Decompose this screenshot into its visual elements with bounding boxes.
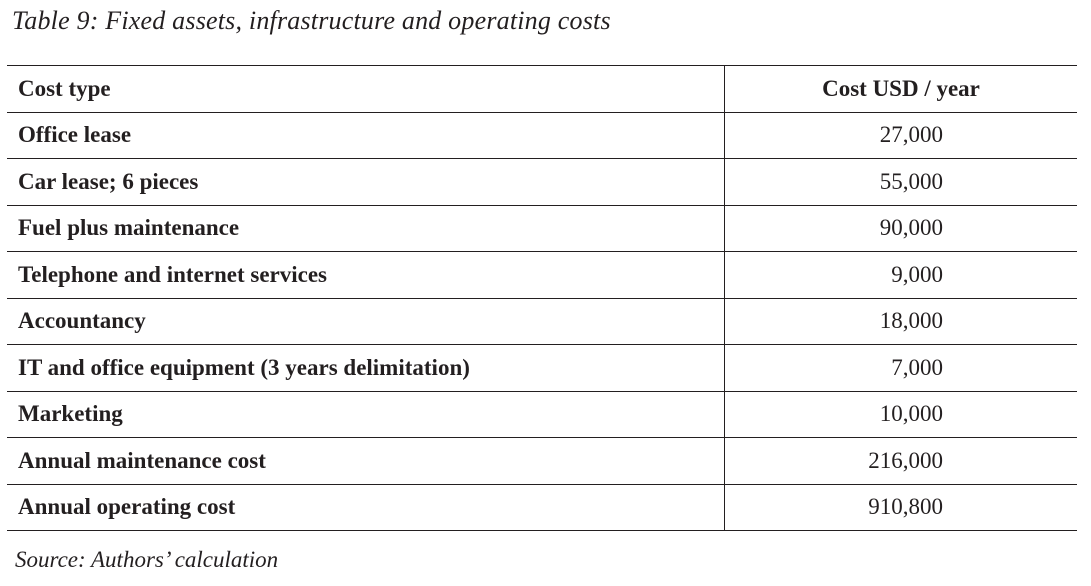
- cost-value-cell: 216,000: [724, 437, 1077, 485]
- cost-type-cell: Annual maintenance cost: [7, 437, 725, 485]
- cost-type-cell: Fuel plus maintenance: [7, 204, 725, 252]
- table-row: Telephone and internet services 9,000: [7, 251, 1077, 299]
- table-row: Annual operating cost 910,800: [7, 483, 1077, 531]
- cost-table: Cost type Cost USD / year Office lease 27…: [7, 65, 1077, 531]
- table-row: IT and office equipment (3 years delimit…: [7, 344, 1077, 392]
- table-row: Fuel plus maintenance 90,000: [7, 204, 1077, 252]
- cost-type-cell: Marketing: [7, 390, 725, 438]
- cost-type-cell: Car lease; 6 pieces: [7, 158, 725, 206]
- cost-value-cell: 18,000: [724, 297, 1077, 345]
- cost-value-cell: 10,000: [724, 390, 1077, 438]
- cost-type-cell: IT and office equipment (3 years delimit…: [7, 344, 725, 392]
- cost-value-cell: 90,000: [724, 204, 1077, 252]
- table-caption: Table 9: Fixed assets, infrastructure an…: [12, 6, 611, 35]
- header-cost-type: Cost type: [7, 65, 725, 113]
- cost-value-cell: 55,000: [724, 158, 1077, 206]
- table-header-row: Cost type Cost USD / year: [7, 65, 1077, 113]
- cost-type-cell: Office lease: [7, 111, 725, 159]
- cost-type-cell: Telephone and internet services: [7, 251, 725, 299]
- table-row: Annual maintenance cost 216,000: [7, 437, 1077, 485]
- cost-value-cell: 27,000: [724, 111, 1077, 159]
- table-row: Accountancy 18,000: [7, 297, 1077, 345]
- cost-value-cell: 910,800: [724, 483, 1077, 531]
- cost-value-cell: 9,000: [724, 251, 1077, 299]
- table-row: Car lease; 6 pieces 55,000: [7, 158, 1077, 206]
- table-row: Marketing 10,000: [7, 390, 1077, 438]
- cost-type-cell: Annual operating cost: [7, 483, 725, 531]
- cost-type-cell: Accountancy: [7, 297, 725, 345]
- table-row: Office lease 27,000: [7, 111, 1077, 159]
- header-cost-usd-year: Cost USD / year: [724, 65, 1077, 113]
- cost-value-cell: 7,000: [724, 344, 1077, 392]
- source-note: Source: Authors’ calculation: [15, 547, 279, 572]
